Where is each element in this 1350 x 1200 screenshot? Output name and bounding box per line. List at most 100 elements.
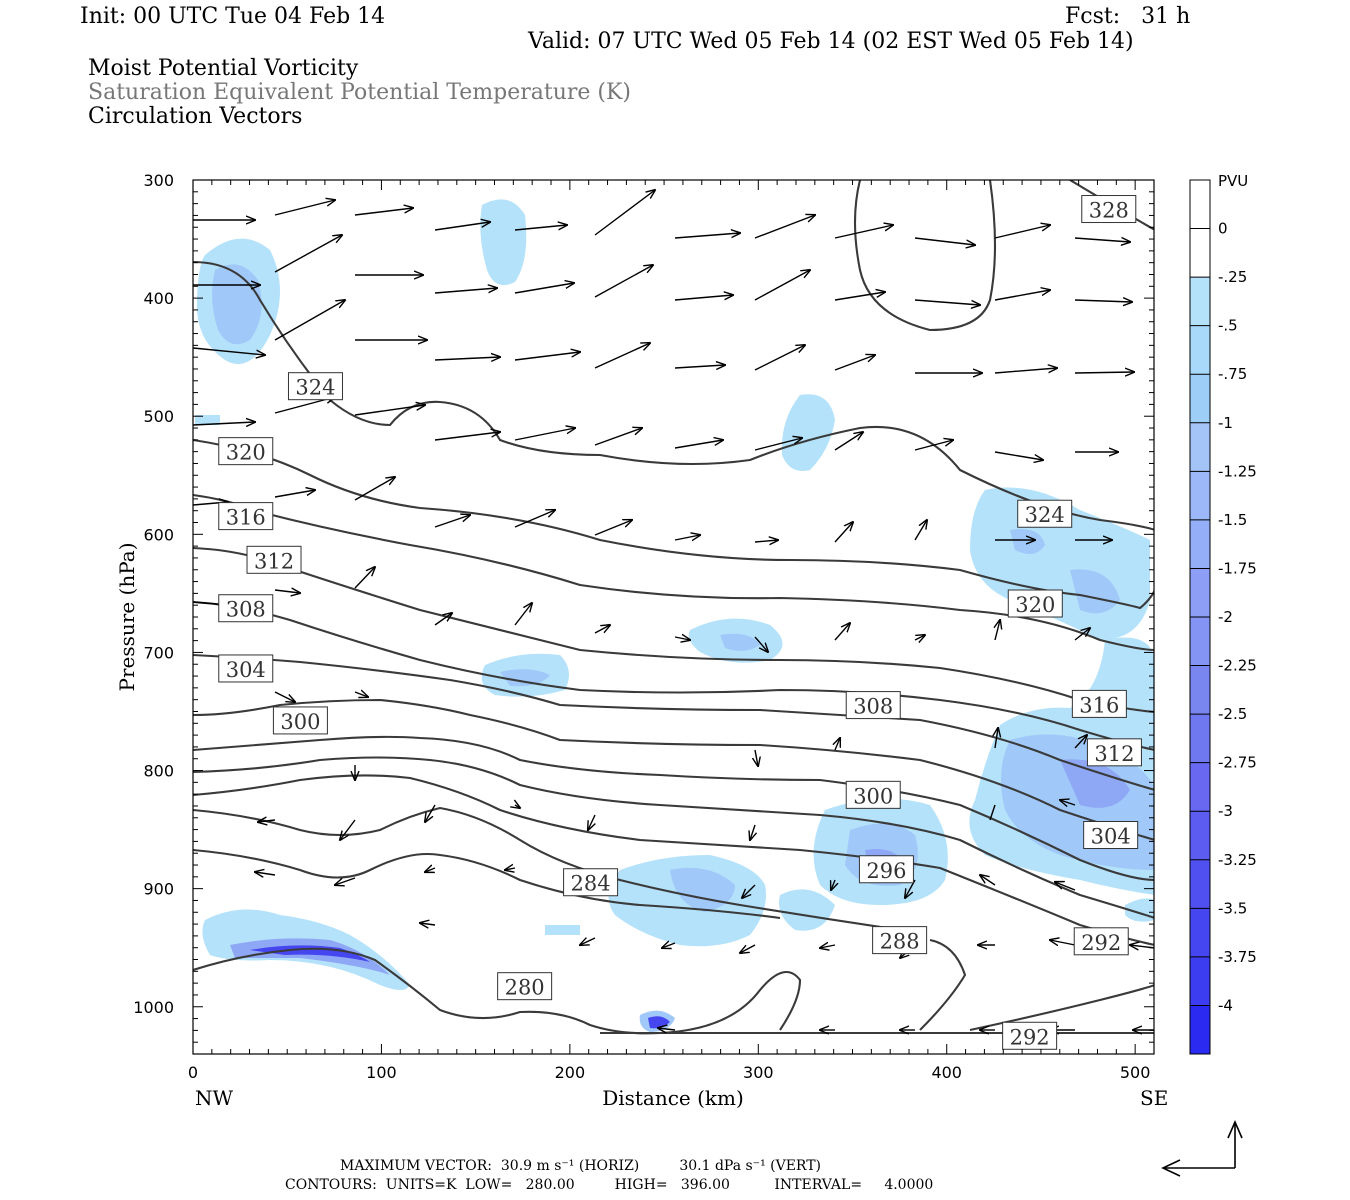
contour-line — [853, 180, 997, 332]
colorbar-label: -2.75 — [1218, 754, 1257, 772]
y-tick-label: 600 — [143, 525, 174, 544]
contour-label-box — [272, 706, 328, 735]
vector — [594, 190, 655, 236]
pv-region — [545, 925, 580, 935]
vector — [742, 884, 756, 898]
y-tick-label: 300 — [143, 171, 174, 190]
colorbar-swatch — [1190, 374, 1210, 424]
forecast-hour: Fcst: 31 h — [1065, 4, 1191, 29]
pv-region — [779, 889, 835, 931]
colorbar-swatch — [1190, 714, 1210, 764]
vector — [674, 535, 700, 540]
contour-label: 308 — [226, 598, 266, 622]
contour-label: 320 — [1015, 593, 1055, 617]
contour-label-box — [845, 780, 901, 809]
vector — [505, 868, 516, 870]
vector — [514, 603, 532, 626]
vector — [820, 945, 836, 948]
y-tick-label: 1000 — [133, 998, 174, 1017]
x-axis-right-end: SE — [1140, 1086, 1168, 1110]
vector — [193, 422, 255, 425]
vector — [434, 613, 452, 626]
vector — [1050, 940, 1076, 945]
colorbar-swatch — [1190, 617, 1210, 667]
pv-region — [480, 199, 527, 286]
colorbar-label: -1 — [1218, 414, 1233, 432]
colorbar-label: -1.5 — [1218, 511, 1247, 529]
field-title-pv: Moist Potential Vorticity — [88, 56, 359, 81]
pv-region — [781, 394, 835, 471]
vector — [674, 440, 723, 449]
contour-label: 316 — [1079, 693, 1119, 717]
contour-label-box — [563, 868, 619, 897]
y-tick-label: 500 — [143, 407, 174, 426]
colorbar-label: -.75 — [1218, 365, 1247, 383]
colorbar-swatch — [1190, 908, 1210, 958]
vector — [274, 300, 345, 341]
contour-label-box — [1086, 738, 1142, 767]
contour-label-box — [1071, 689, 1127, 718]
vector — [588, 814, 595, 830]
colorbar-swatch — [1190, 665, 1210, 715]
vector — [514, 283, 574, 294]
colorbar-label: -3.5 — [1218, 899, 1247, 917]
vector — [754, 215, 815, 239]
colorbar-label: -2 — [1218, 608, 1233, 626]
vector — [1074, 628, 1090, 641]
vector — [1074, 372, 1134, 373]
contour-labels: 328 324 320 316 312 308 304 300 324 320 316 312 308 3… — [218, 195, 1142, 1050]
colorbar-label: 0 — [1218, 220, 1228, 238]
colorbar-label: -3.25 — [1218, 851, 1257, 869]
contour-line — [969, 984, 1154, 1032]
contour-label-box — [1002, 1021, 1058, 1050]
vector — [515, 805, 520, 808]
vector — [674, 233, 740, 239]
vector — [434, 432, 500, 441]
contour-line — [193, 600, 1154, 751]
vector — [994, 451, 1043, 460]
vector — [750, 824, 755, 840]
colorbar-label: -.25 — [1218, 268, 1247, 286]
colorbar: 0 -.25 -.5 -.75 -1 -1.25 -1.5 -1.75 -2 -2.25 -2.5 -… — [1189, 179, 1257, 1055]
contour-label: 324 — [1025, 503, 1065, 527]
contour-label-box — [497, 972, 553, 1001]
contour-line — [193, 947, 802, 1035]
vector — [274, 590, 300, 593]
vector — [662, 943, 676, 948]
vector — [835, 738, 840, 751]
contour-label: 304 — [1091, 825, 1131, 849]
contour-info-footer: CONTOURS: UNITS=K LOW= 280.00 HIGH= 396.… — [285, 1177, 934, 1193]
x-tick-label: 400 — [931, 1063, 962, 1082]
contour-label: 300 — [280, 710, 320, 734]
vector — [995, 728, 998, 749]
contour-label: 316 — [226, 506, 266, 530]
x-tick-label: 200 — [555, 1063, 586, 1082]
vector — [255, 872, 276, 875]
vector — [914, 635, 925, 640]
colorbar-swatch — [1190, 1005, 1210, 1055]
vector — [425, 804, 436, 822]
contour-label-box — [246, 545, 302, 574]
contour-label-box — [845, 691, 901, 720]
contour-label-box — [1083, 821, 1139, 849]
colorbar-label: -1.25 — [1218, 462, 1257, 480]
colorbar-swatch — [1190, 228, 1210, 278]
vector — [740, 944, 756, 953]
colorbar-label: -4 — [1218, 996, 1233, 1014]
colorbar-swatch — [1190, 180, 1210, 230]
contour-label: 308 — [853, 695, 893, 719]
valid-time: Valid: 07 UTC Wed 05 Feb 14 (02 EST Wed … — [528, 29, 1134, 54]
max-vector-footer: MAXIMUM VECTOR: 30.9 m s⁻¹ (HORIZ) 30.1 … — [340, 1158, 822, 1174]
contour-line — [193, 848, 781, 920]
x-axis: 0 100 200 300 400 500 — [188, 1063, 1151, 1082]
vector — [754, 345, 805, 371]
vector — [754, 438, 802, 451]
contour-label: 328 — [1089, 199, 1129, 223]
vector — [434, 288, 497, 294]
colorbar-label: -3 — [1218, 802, 1233, 820]
vector — [994, 225, 1050, 239]
vector — [354, 477, 395, 501]
vector — [994, 368, 1057, 374]
vector — [274, 200, 335, 216]
vector — [1074, 300, 1132, 302]
